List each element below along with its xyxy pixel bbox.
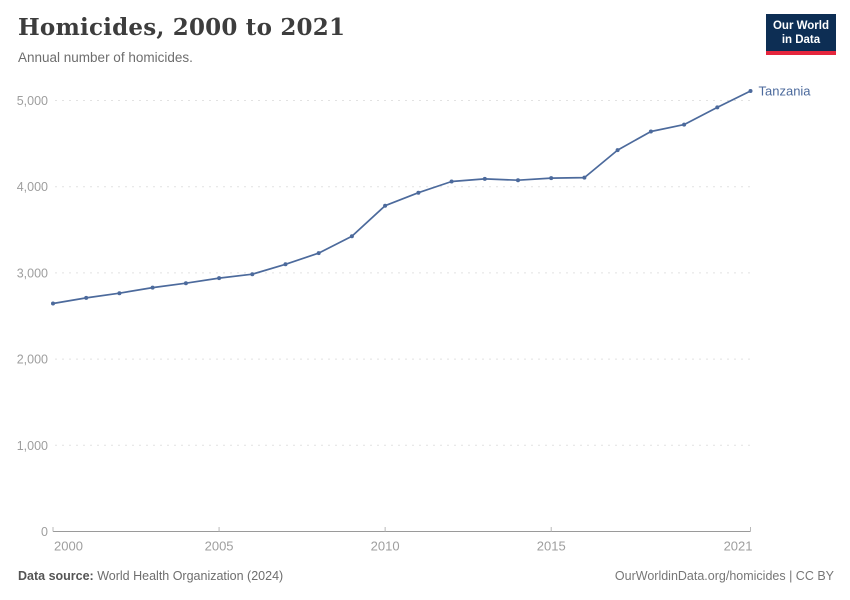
data-source: Data source: World Health Organization (… [18,569,283,583]
data-source-value[interactable]: World Health Organization (2024) [97,569,284,583]
x-axis-tick-label: 2015 [537,539,566,554]
data-point[interactable] [715,105,720,110]
data-point[interactable] [183,281,188,286]
data-point[interactable] [84,295,89,300]
data-point[interactable] [349,234,354,239]
chart-header: Homicides, 2000 to 2021 Annual number of… [18,14,345,65]
data-point[interactable] [482,176,487,181]
data-point[interactable] [682,122,687,127]
data-point[interactable] [250,272,255,277]
footer-license-link[interactable]: OurWorldinData.org/homicides | CC BY [614,569,834,583]
y-axis-tick-label: 2,000 [17,353,48,367]
data-point[interactable] [582,175,587,180]
data-point[interactable] [748,89,753,93]
chart-subtitle: Annual number of homicides. [18,50,193,65]
y-axis-tick-label: 4,000 [17,180,48,194]
data-point[interactable] [383,203,388,208]
entity-label[interactable]: Tanzania [759,84,812,99]
x-axis-tick-label: 2010 [371,539,400,554]
y-axis-tick-label: 1,000 [17,439,48,453]
data-point[interactable] [51,301,55,306]
owid-logo[interactable]: Our World in Data [765,14,836,55]
x-axis-tick-label: 2005 [205,539,234,554]
owid-logo-line2: in Data [781,34,821,47]
y-axis-tick-label: 3,000 [17,266,48,280]
owid-logo-line1: Our World [772,20,829,32]
data-point[interactable] [615,148,620,153]
chart-title: Homicides, 2000 to 2021 [18,14,346,41]
chart-footer: Data source: World Health Organization (… [18,569,834,583]
data-point[interactable] [283,262,288,267]
data-point[interactable] [648,129,653,134]
data-point[interactable] [117,291,122,296]
data-point[interactable] [217,276,222,281]
trend-line[interactable] [52,90,752,305]
data-point[interactable] [449,179,454,184]
x-axis-tick-label: 2000 [54,539,83,554]
data-point[interactable] [150,285,155,290]
data-point[interactable] [316,251,321,256]
data-source-label: Data source: [18,569,94,583]
y-axis-tick-label: 5,000 [17,94,48,108]
y-axis-tick-label: 0 [41,525,48,539]
data-point[interactable] [516,178,520,183]
data-point[interactable] [416,190,421,195]
x-axis-tick-label: 2021 [724,539,753,554]
data-point[interactable] [549,176,554,181]
